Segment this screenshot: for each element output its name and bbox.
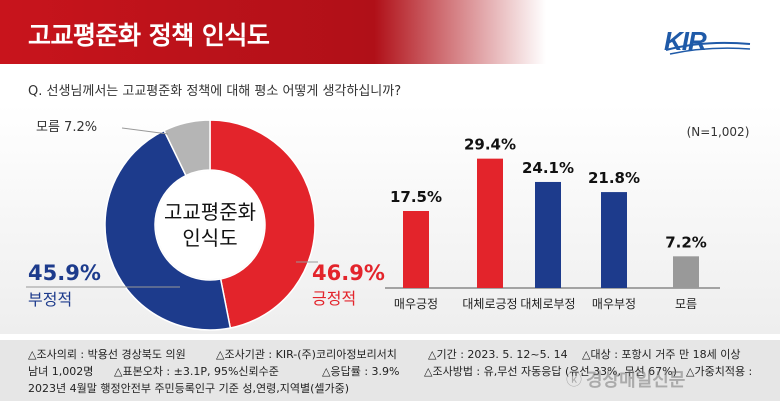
positive-category-label: 긍정적 xyxy=(312,289,356,308)
donut-center-label-line2: 인식도 xyxy=(182,226,237,250)
positive-value-label: 46.9% xyxy=(312,261,385,285)
donut-hole xyxy=(156,171,264,279)
bar-3 xyxy=(601,192,627,288)
title-bar xyxy=(0,0,780,64)
bar-4 xyxy=(673,256,699,288)
donut-slice-1 xyxy=(104,129,232,331)
bar-category-label-2: 대체로부정 xyxy=(520,297,575,311)
footer-method: △조사방법 : 유,무선 자동응답 (유선 33%, 무선 67%) xyxy=(424,365,677,378)
unknown-value-label: 모름 7.2% xyxy=(36,120,97,135)
bar-value-label-1: 29.4% xyxy=(464,136,516,154)
bar-1 xyxy=(477,158,503,288)
donut-slice-2 xyxy=(163,119,211,177)
negative-category-label: 부정적 xyxy=(28,290,72,309)
bar-value-label-4: 7.2% xyxy=(665,233,707,251)
watermark-text: 경상매일신문 xyxy=(586,370,686,391)
bar-category-label-4: 모름 xyxy=(675,297,697,311)
bar-0 xyxy=(403,211,429,288)
bar-value-label-0: 17.5% xyxy=(390,188,442,206)
footer-response-rate: △응답률 : 3.9% xyxy=(322,365,400,378)
watermark-icon: ⓚ xyxy=(566,370,583,389)
bar-category-label-3: 매우부정 xyxy=(592,297,636,311)
page-title: 고교평준화 정책 인식도 xyxy=(28,21,270,50)
kir-logo: KIR xyxy=(664,26,752,56)
donut-center-label-line1: 고교평준화 xyxy=(164,200,256,224)
unknown-leader-line xyxy=(121,127,169,135)
bar-2 xyxy=(535,181,561,288)
footer-client: △조사의뢰 : 박용선 경상북도 의원 xyxy=(28,348,186,361)
negative-value-label: 45.9% xyxy=(28,261,101,285)
footer-period: △기간 : 2023. 5. 12~5. 14 xyxy=(428,348,568,361)
footer-weighting-basis: 2023년 4월말 행정안전부 주민등록인구 기준 성,연령,지역별(셀가중) xyxy=(28,382,350,395)
bar-category-label-0: 매우긍정 xyxy=(394,297,438,311)
footer-error-margin: △표본오차 : ±3.1P, 95%신뢰수준 xyxy=(114,365,279,378)
donut-slice-0 xyxy=(209,119,316,329)
footer-target: △대상 : 포항시 거주 만 18세 이상 xyxy=(582,348,741,361)
logo-swoosh-icon xyxy=(665,41,751,55)
sample-size-label: (N=1,002) xyxy=(687,125,750,139)
bar-value-label-2: 24.1% xyxy=(522,159,574,177)
bar-value-label-3: 21.8% xyxy=(588,169,640,187)
bar-category-label-1: 대체로긍정 xyxy=(462,297,517,311)
survey-question: Q. 선생님께서는 고교평준화 정책에 대해 평소 어떻게 생각하십니까? xyxy=(28,84,402,99)
footer-agency: △조사기관 : KIR-(주)코리아정보리서치 xyxy=(216,348,397,361)
footer-band xyxy=(0,340,780,401)
footer-sample-size: 남녀 1,002명 xyxy=(28,365,94,378)
footer-weighting-label: △가중치적용 : xyxy=(686,365,753,378)
